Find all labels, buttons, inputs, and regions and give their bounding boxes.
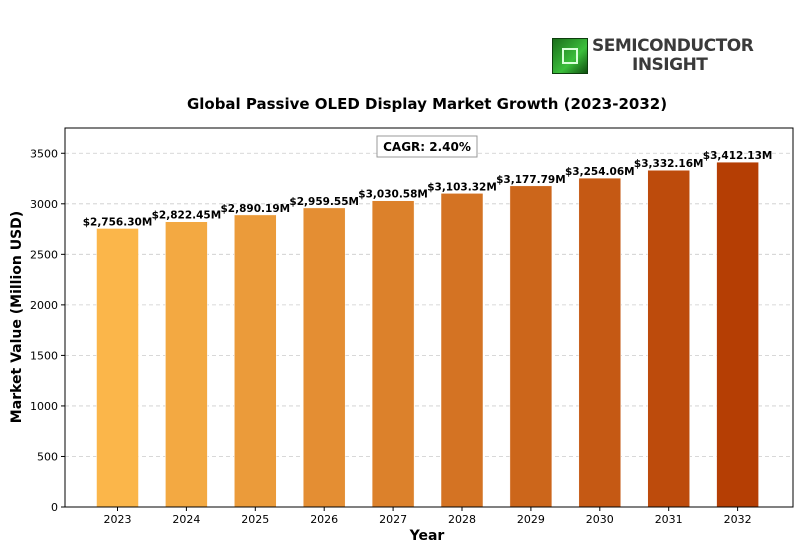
bar-2028 <box>440 193 484 508</box>
bar-2030 <box>578 177 622 508</box>
chart-title: Global Passive OLED Display Market Growt… <box>187 95 667 113</box>
bars <box>96 161 759 508</box>
data-label: $3,177.79M <box>496 174 566 186</box>
y-axis: 0 500 1000 1500 2000 2500 3000 3500 <box>30 147 65 514</box>
y-tick-label: 1500 <box>30 349 58 362</box>
data-label: $2,822.45M <box>152 210 222 222</box>
data-label: $3,103.32M <box>427 181 497 193</box>
y-tick-label: 2500 <box>30 248 58 261</box>
data-label: $3,030.58M <box>358 189 428 201</box>
bar-2025 <box>234 214 277 508</box>
y-axis-title: Market Value (Million USD) <box>9 211 25 423</box>
x-tick-label: 2027 <box>379 513 407 526</box>
bar-2032 <box>716 161 759 508</box>
x-tick-label: 2028 <box>448 513 476 526</box>
cagr-annotation: CAGR: 2.40% <box>376 135 478 158</box>
y-tick-label: 1000 <box>30 400 58 413</box>
data-labels: $2,756.30M$2,822.45M$2,890.19M$2,959.55M… <box>83 150 773 228</box>
data-label: $3,254.06M <box>565 166 635 178</box>
x-axis-title: Year <box>409 528 445 544</box>
y-tick-label: 3000 <box>30 198 58 211</box>
data-label: $3,412.13M <box>703 150 773 162</box>
x-tick-label: 2032 <box>724 513 752 526</box>
bar-2024 <box>165 221 208 508</box>
bar-2031 <box>647 169 690 508</box>
data-label: $2,756.30M <box>83 216 153 228</box>
bar-2029 <box>509 185 553 508</box>
data-label: $2,890.19M <box>221 203 291 215</box>
x-tick-label: 2025 <box>241 513 269 526</box>
bar-2023 <box>96 228 139 508</box>
x-tick-label: 2031 <box>655 513 683 526</box>
y-tick-label: 0 <box>51 501 58 514</box>
cagr-label: CAGR: 2.40% <box>383 140 471 154</box>
chip-icon <box>552 38 588 74</box>
data-label: $2,959.55M <box>289 196 359 208</box>
bar-2027 <box>371 200 415 508</box>
logo-text-line2: INSIGHT <box>632 55 708 75</box>
y-tick-label: 500 <box>37 450 58 463</box>
x-tick-label: 2023 <box>104 513 132 526</box>
x-tick-label: 2029 <box>517 513 545 526</box>
brand-logo: SEMICONDUCTOR INSIGHT <box>552 36 767 76</box>
x-tick-label: 2026 <box>310 513 338 526</box>
x-tick-label: 2024 <box>172 513 200 526</box>
x-tick-label: 2030 <box>586 513 614 526</box>
y-tick-label: 3500 <box>30 147 58 160</box>
x-axis: 2023 2024 2025 2026 2027 2028 2029 2030 2031 2032 <box>104 507 752 526</box>
bar-2026 <box>302 207 346 508</box>
plot-frame <box>64 127 794 508</box>
logo-text-line1: SEMICONDUCTOR <box>592 36 754 56</box>
data-label: $3,332.16M <box>634 158 704 170</box>
y-tick-label: 2000 <box>30 299 58 312</box>
